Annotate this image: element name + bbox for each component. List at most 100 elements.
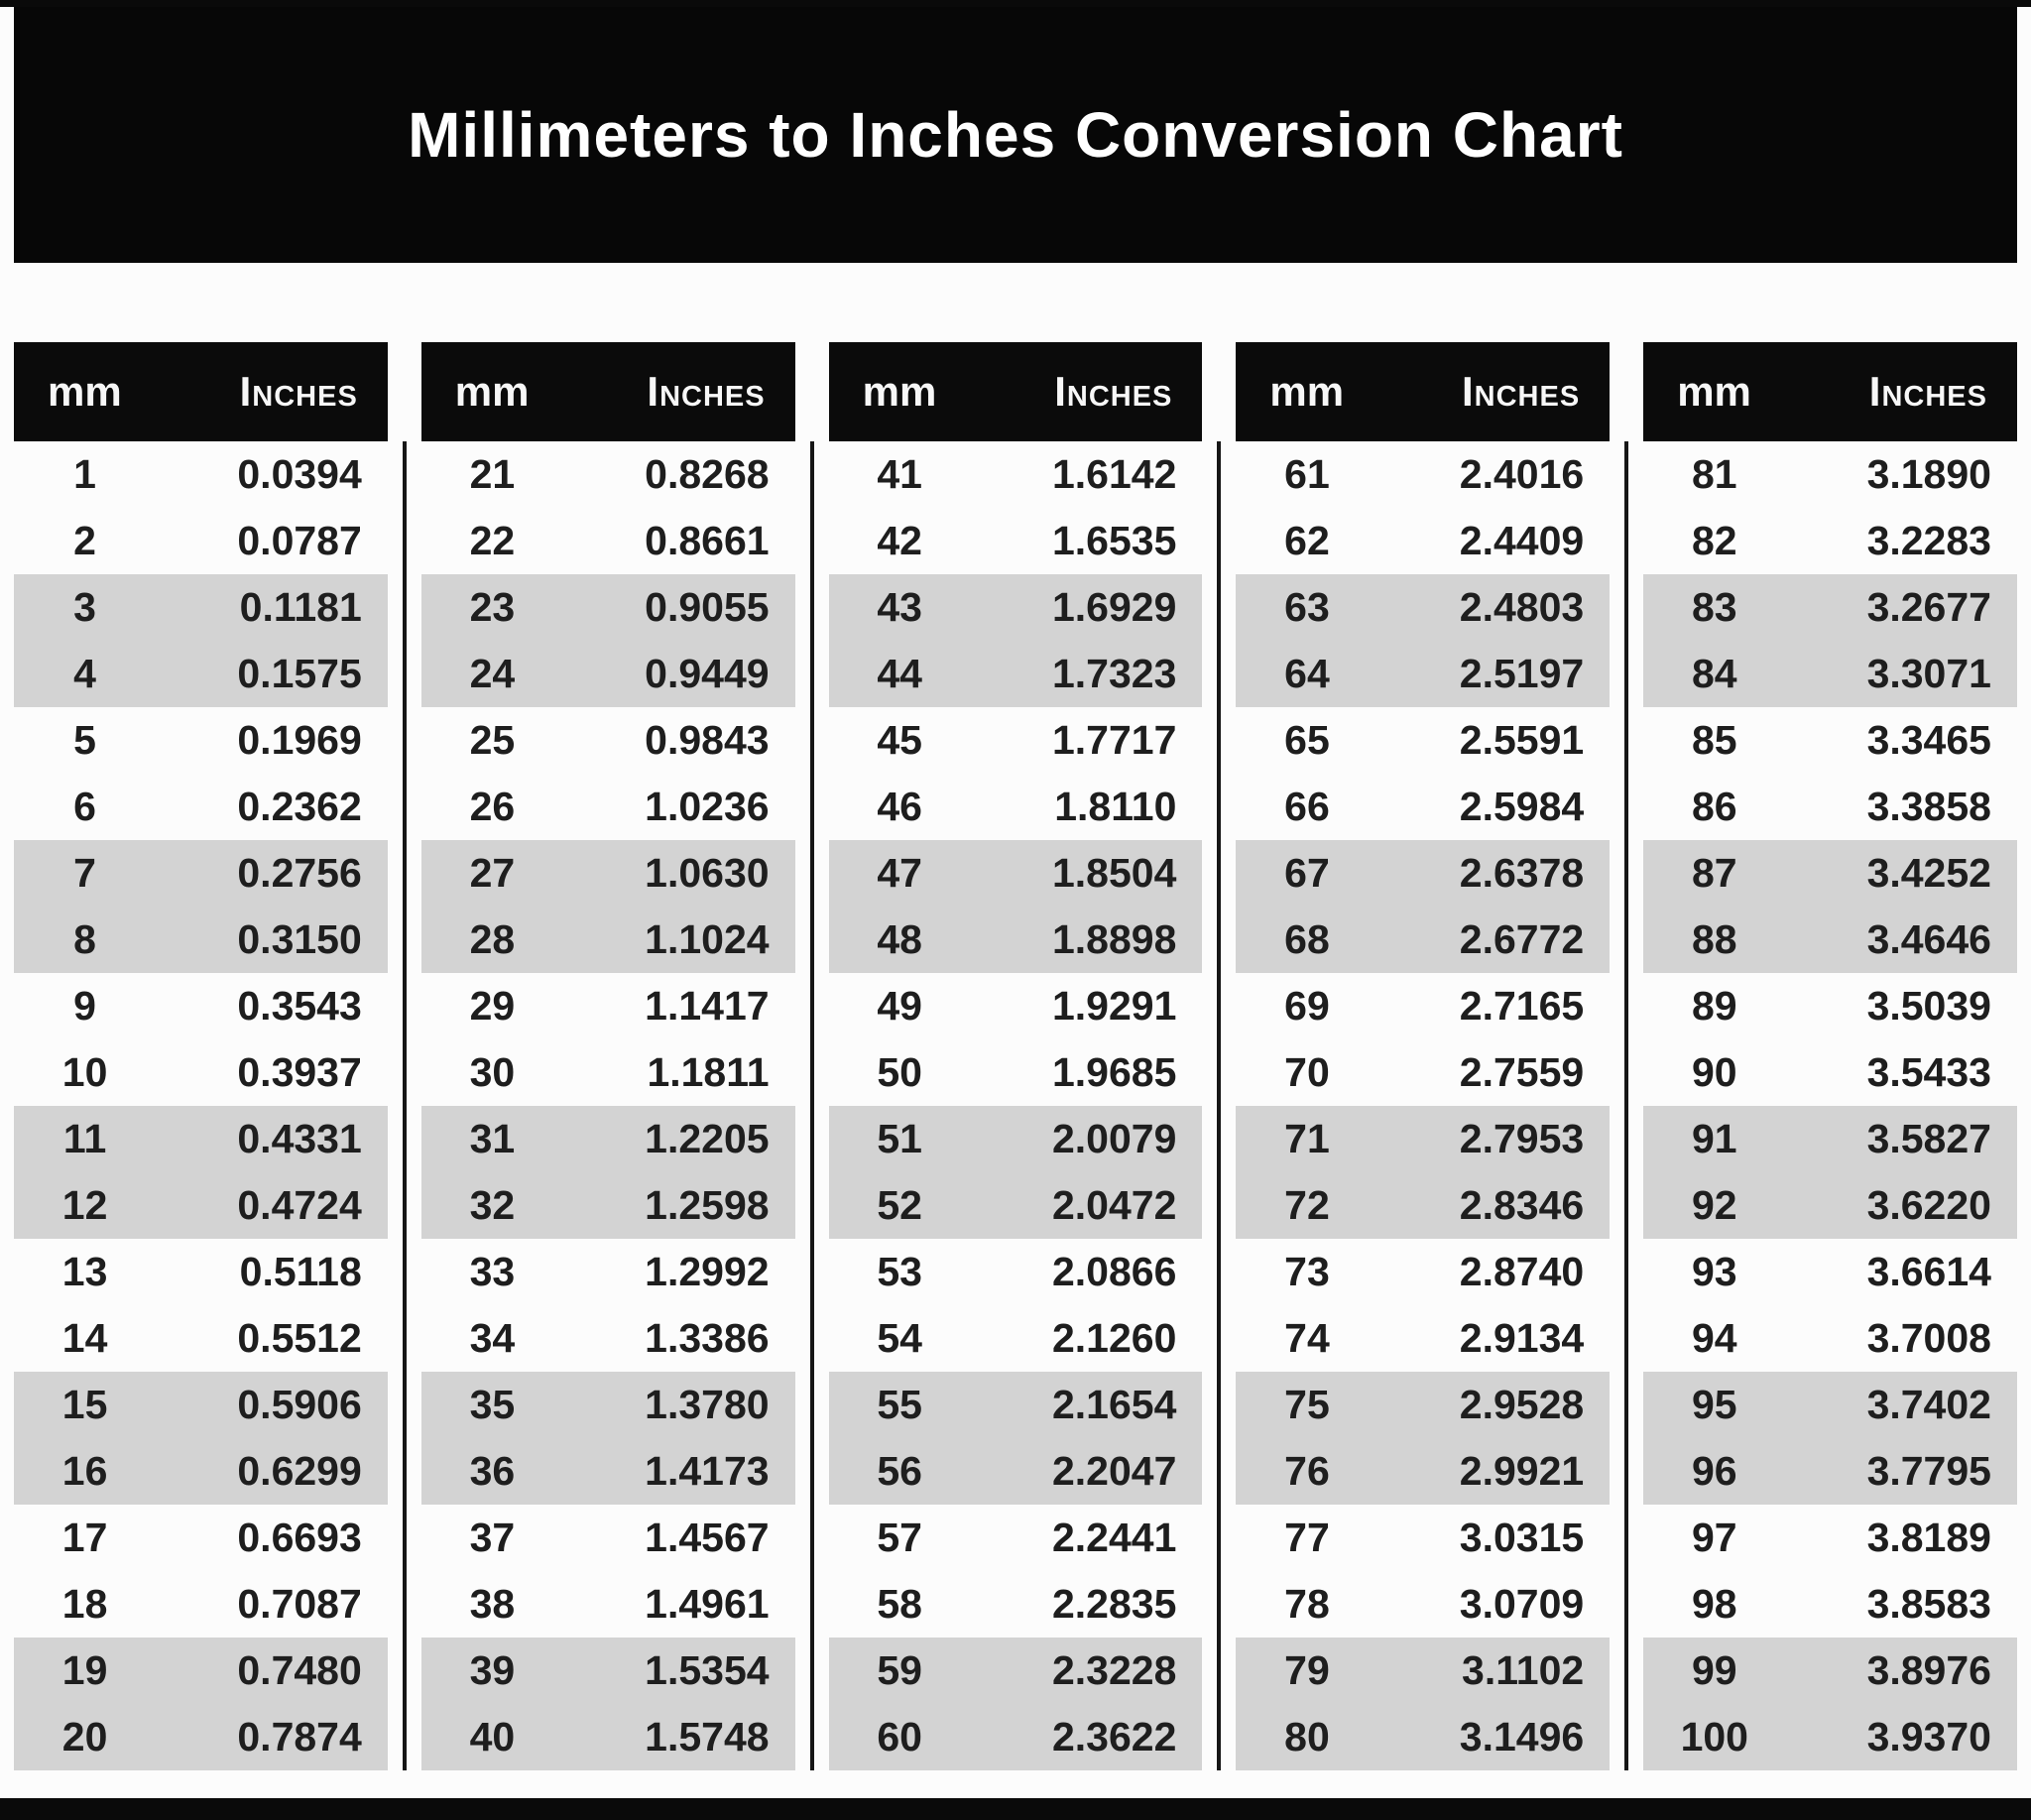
- inches-value: 0.1575: [237, 651, 362, 696]
- table-row: 67 2.6378: [1236, 840, 1611, 907]
- inches-value: 3.7402: [1866, 1382, 1991, 1427]
- inches-value: 1.8504: [1051, 850, 1177, 896]
- table-row: 23 0.9055: [420, 574, 795, 641]
- table-row: 68 2.6772: [1236, 907, 1611, 973]
- inches-value: 3.3071: [1866, 651, 1991, 696]
- inches-value: 0.7087: [237, 1581, 362, 1627]
- mm-value: 68: [1284, 916, 1330, 962]
- mm-value: 15: [61, 1382, 108, 1427]
- table-row: 4 0.1575: [14, 641, 388, 707]
- inches-value: 1.1024: [645, 916, 770, 962]
- table-row: 52 2.0472: [828, 1172, 1203, 1239]
- mm-value: 59: [877, 1647, 922, 1693]
- table-row: 87 3.4252: [1643, 840, 2017, 907]
- inches-value: 3.5039: [1866, 983, 1991, 1029]
- column-gap: [795, 342, 829, 1770]
- mm-value: 11: [62, 1116, 107, 1161]
- column-group-1: mm Inches 1 0.0394 2 0.0787 3 0.1181 4 0.1575 5 0.1…: [14, 342, 388, 1770]
- inches-value: 2.6772: [1459, 916, 1585, 962]
- table-row: 86 3.3858: [1643, 774, 2017, 840]
- inches-value: 3.4252: [1866, 850, 1991, 896]
- top-border-strip: [0, 0, 2031, 7]
- inches-value: 0.9843: [645, 717, 770, 763]
- table-row: 30 1.1811: [421, 1039, 795, 1106]
- mm-value: 39: [469, 1647, 516, 1693]
- table-row: 90 3.5433: [1643, 1039, 2017, 1106]
- mm-value: 50: [877, 1049, 922, 1095]
- inches-value: 2.6378: [1459, 850, 1585, 896]
- inches-value: 2.7165: [1459, 983, 1585, 1029]
- mm-value: 76: [1284, 1448, 1330, 1494]
- column-group-5: mm Inches 81 3.1890 82 3.2283 83 3.2677 84 3.3071…: [1643, 342, 2017, 1770]
- inches-value: 1.3780: [645, 1382, 770, 1427]
- mm-header-label: mm: [1269, 368, 1345, 415]
- table-row: 70 2.7559: [1236, 1039, 1610, 1106]
- inches-value: 3.0315: [1459, 1515, 1585, 1560]
- column-divider-line: [1217, 441, 1222, 1770]
- mm-value: 24: [469, 651, 516, 696]
- inches-value: 3.9370: [1866, 1714, 1991, 1759]
- inches-value: 1.6929: [1051, 584, 1177, 630]
- table-row: 34 1.3386: [421, 1305, 795, 1372]
- table-row: 50 1.9685: [829, 1039, 1203, 1106]
- inches-value: 2.8740: [1459, 1249, 1585, 1294]
- mm-value: 42: [877, 518, 922, 563]
- table-row: 36 1.4173: [420, 1438, 795, 1505]
- mm-value: 77: [1284, 1515, 1330, 1560]
- inches-value: 1.4567: [645, 1515, 770, 1560]
- mm-value: 49: [877, 983, 922, 1029]
- inches-value: 3.3858: [1866, 784, 1991, 829]
- mm-value: 74: [1284, 1315, 1330, 1361]
- table-row: 25 0.9843: [421, 707, 795, 774]
- table-row: 82 3.2283: [1643, 508, 2017, 574]
- table-row: 45 1.7717: [829, 707, 1203, 774]
- inches-value: 2.5197: [1459, 651, 1585, 696]
- mm-value: 70: [1284, 1049, 1330, 1095]
- mm-value: 48: [877, 916, 922, 962]
- inches-value: 0.7480: [237, 1647, 362, 1693]
- mm-value: 30: [469, 1049, 516, 1095]
- table-row: 56 2.2047: [828, 1438, 1203, 1505]
- inches-value: 1.4173: [645, 1448, 770, 1494]
- mm-header-label: mm: [454, 368, 530, 415]
- mm-value: 44: [877, 651, 922, 696]
- mm-value: 88: [1691, 916, 1737, 962]
- table-row: 85 3.3465: [1643, 707, 2017, 774]
- mm-value: 8: [73, 916, 96, 962]
- inches-value: 2.4803: [1459, 584, 1585, 630]
- inches-value: 1.7323: [1051, 651, 1177, 696]
- mm-value: 13: [61, 1249, 108, 1294]
- mm-value: 20: [61, 1714, 108, 1759]
- table-row: 41 1.6142: [829, 441, 1203, 508]
- inches-value: 2.7559: [1459, 1049, 1585, 1095]
- table-row: 6 0.2362: [14, 774, 388, 840]
- table-row: 61 2.4016: [1236, 441, 1610, 508]
- mm-value: 47: [877, 850, 922, 896]
- column-group-header: mm Inches: [420, 342, 795, 441]
- inches-value: 1.2992: [645, 1249, 770, 1294]
- table-row: 42 1.6535: [829, 508, 1203, 574]
- inches-value: 2.5984: [1459, 784, 1585, 829]
- table-row: 46 1.8110: [829, 774, 1203, 840]
- inches-value: 0.0787: [237, 518, 362, 563]
- conversion-table: mm Inches 1 0.0394 2 0.0787 3 0.1181 4 0.1575 5 0.1…: [14, 342, 2017, 1770]
- table-row: 92 3.6220: [1643, 1172, 2017, 1239]
- mm-value: 40: [469, 1714, 516, 1759]
- mm-value: 7: [73, 850, 96, 896]
- table-row: 75 2.9528: [1236, 1372, 1611, 1438]
- table-row: 69 2.7165: [1236, 973, 1610, 1039]
- inches-value: 0.5118: [239, 1249, 362, 1294]
- mm-value: 69: [1284, 983, 1330, 1029]
- inches-value: 1.8898: [1051, 916, 1177, 962]
- table-row: 88 3.4646: [1643, 907, 2017, 973]
- inches-value: 2.1260: [1051, 1315, 1177, 1361]
- inches-value: 1.0236: [645, 784, 770, 829]
- column-divider-line: [1624, 441, 1629, 1770]
- mm-value: 90: [1691, 1049, 1737, 1095]
- inches-value: 0.4724: [237, 1182, 362, 1228]
- table-row: 55 2.1654: [828, 1372, 1203, 1438]
- table-row: 10 0.3937: [14, 1039, 388, 1106]
- mm-value: 3: [73, 584, 96, 630]
- mm-value: 83: [1691, 584, 1737, 630]
- mm-value: 65: [1284, 717, 1330, 763]
